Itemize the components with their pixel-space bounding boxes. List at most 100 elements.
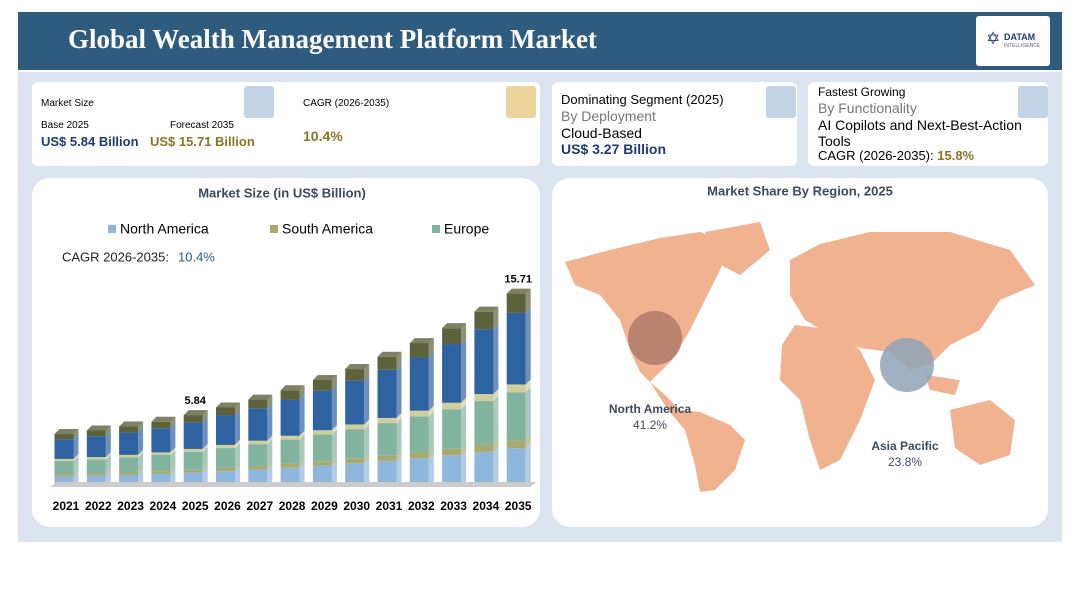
bar-segment — [474, 451, 494, 487]
value: 15.8% — [937, 148, 975, 163]
bar-segment — [409, 452, 429, 459]
bar-segment — [409, 410, 429, 417]
bar-side — [364, 364, 370, 381]
bar-segment — [377, 417, 397, 424]
bar-side — [299, 430, 305, 440]
value: 10.4% — [303, 128, 343, 144]
data-label: 5.84 — [184, 395, 206, 407]
bar-side — [396, 351, 402, 370]
x-tick-label: 2024 — [150, 499, 177, 513]
fastest-card: Fastest Growing By Functionality AI Copi… — [808, 82, 1048, 166]
value: US$ 5.84 Billion — [41, 134, 139, 149]
bar-top — [409, 338, 434, 344]
bar-segment — [506, 448, 526, 487]
region-name: North America — [609, 402, 692, 416]
bar-segment — [312, 434, 332, 462]
bar-side — [461, 443, 467, 456]
label: By Functionality — [818, 100, 917, 116]
x-tick-label: 2029 — [311, 499, 338, 513]
x-tick-label: 2027 — [246, 499, 273, 513]
bar-side — [364, 458, 370, 487]
bar-segment — [151, 421, 171, 429]
value: US$ 15.71 Billion — [150, 134, 255, 149]
bar-side — [267, 403, 273, 441]
bar-segment — [377, 369, 397, 418]
chart-title: Market Size (in US$ Billion) — [198, 185, 366, 200]
bar-side — [428, 453, 434, 487]
market-size-card: Market Size Base 2025 US$ 5.84 Billion F… — [32, 82, 540, 166]
bar-segment — [86, 475, 106, 487]
bar-segment — [442, 344, 462, 403]
bar-segment — [119, 426, 139, 433]
region-bubble — [628, 311, 682, 365]
x-tick-label: 2030 — [343, 499, 370, 513]
bar-segment — [409, 416, 429, 453]
bar-segment — [216, 448, 235, 468]
x-tick-label: 2031 — [376, 499, 403, 513]
label: AI Copilots and Next-Best-Action Tools — [818, 117, 1022, 149]
bar-side — [428, 411, 434, 453]
bar-side — [331, 456, 337, 466]
bar-segment — [54, 461, 74, 475]
bar-side — [525, 387, 531, 441]
cagr-value: 10.4% — [178, 249, 215, 264]
bar-side — [73, 453, 79, 462]
floor — [50, 482, 537, 487]
label: By Deployment — [561, 108, 656, 124]
bar-segment — [345, 429, 365, 459]
bar-segment — [312, 430, 332, 435]
bar-top — [280, 385, 305, 391]
bar-side — [138, 452, 144, 473]
bar-side — [105, 431, 111, 458]
bar-segment — [506, 440, 526, 449]
bar-segment — [151, 452, 171, 455]
bar-top — [442, 323, 467, 329]
label: Cloud-Based — [561, 125, 642, 141]
label: CAGR (2026-2035): — [818, 148, 934, 163]
bar-side — [235, 462, 240, 472]
bar-segment — [442, 402, 462, 410]
bar-side — [235, 402, 240, 416]
bar-side — [105, 425, 111, 437]
x-tick-label: 2026 — [214, 499, 241, 513]
bar-segment — [506, 312, 526, 385]
bar-side — [170, 449, 176, 472]
bar-side — [202, 443, 208, 452]
bar-segment — [86, 473, 106, 476]
bar-top — [506, 288, 531, 294]
bar-segment — [216, 467, 235, 472]
bar-side — [299, 385, 305, 400]
legend-label: North America — [120, 221, 209, 237]
bar-side — [202, 446, 208, 470]
bar-side — [138, 449, 144, 458]
bar-top — [151, 416, 176, 422]
bar-top — [119, 421, 144, 427]
bar-side — [461, 339, 467, 403]
bar-side — [396, 450, 402, 461]
bar-side — [396, 364, 402, 418]
bar-segment — [248, 466, 268, 470]
bar-side — [364, 375, 370, 425]
bar-segment — [151, 428, 171, 453]
region-bubble — [880, 338, 934, 392]
bar-side — [299, 434, 305, 464]
bar-top — [54, 429, 79, 435]
bar-segment — [312, 380, 332, 391]
bar-side — [525, 307, 531, 385]
bar-segment — [345, 463, 365, 487]
bar-segment — [183, 451, 203, 470]
bar-segment — [409, 357, 429, 411]
bar-side — [73, 456, 79, 475]
bar-side — [138, 421, 144, 433]
bar-top — [216, 402, 240, 408]
label: Forecast 2035 — [170, 120, 234, 131]
bar-side — [138, 427, 144, 455]
bar-segment — [280, 390, 300, 400]
bar-segment — [248, 440, 268, 445]
legend-label: South America — [282, 221, 373, 237]
region-value: 41.2% — [633, 418, 667, 432]
bar-side — [170, 447, 176, 455]
bar-segment — [86, 430, 106, 437]
bar-side — [364, 424, 370, 459]
